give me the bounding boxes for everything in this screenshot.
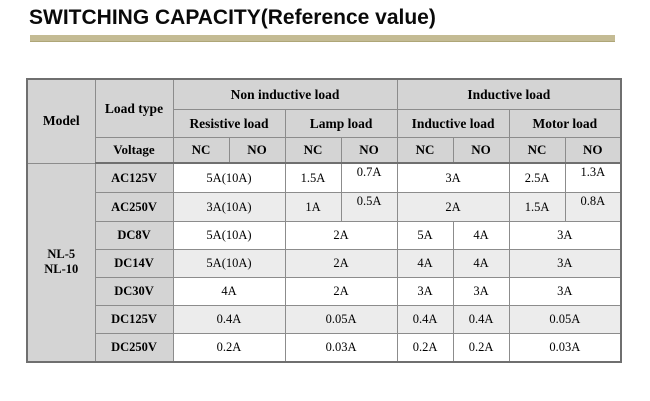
table-row-dc8v: DC8V 5A(10A) 2A 5A 4A 3A: [27, 221, 622, 250]
value-cell: 0.2A: [452, 333, 510, 363]
voltage-label: DC250V: [94, 333, 174, 363]
page-title: SWITCHING CAPACITY(Reference value): [29, 6, 436, 29]
value-cell: 0.05A: [508, 305, 622, 334]
voltage-label: AC250V: [94, 192, 174, 222]
value-cell: 4A: [396, 249, 454, 278]
value-cell: 5A(10A): [172, 249, 286, 278]
switching-capacity-table: Model Load type Non inductive load Induc…: [26, 78, 623, 363]
value-cell: 1.5A: [284, 162, 342, 193]
header-group-non-inductive-load: Non inductive load: [172, 78, 398, 110]
value-cell: 2A: [284, 221, 398, 250]
voltage-label: DC30V: [94, 277, 174, 306]
voltage-label: AC125V: [94, 162, 174, 193]
header-no: NO: [564, 137, 622, 164]
value-cell: 5A(10A): [172, 221, 286, 250]
model-line: NL-5: [47, 246, 76, 261]
value-cell: 0.2A: [396, 333, 454, 363]
header-row-subgroups: Resistive load Lamp load Inductive load …: [27, 109, 622, 138]
value-cell: 0.5A: [340, 192, 398, 222]
value-cell: 0.4A: [172, 305, 286, 334]
table-row-dc250v: DC250V 0.2A 0.03A 0.2A 0.2A 0.03A: [27, 333, 622, 363]
header-lamp-load: Lamp load: [284, 109, 398, 138]
table-row-ac125v: NL-5 NL-10 AC125V 5A(10A) 1.5A 0.7A 3A 2…: [26, 162, 622, 363]
value-cell: 3A: [396, 162, 510, 193]
header-model: Model: [26, 78, 96, 164]
value-cell: 4A: [172, 277, 286, 306]
table-row-ac250v: AC250V 3A(10A) 1A 0.5A 2A 1.5A 0.8A: [27, 192, 622, 222]
table-row-dc125v: DC125V 0.4A 0.05A 0.4A 0.4A 0.05A: [27, 305, 622, 334]
value-cell: 3A: [508, 249, 622, 278]
header-no: NO: [228, 137, 286, 164]
value-cell: 1.3A: [564, 162, 622, 193]
header-group-inductive-load: Inductive load: [396, 78, 622, 110]
header-resistive-load: Resistive load: [172, 109, 286, 138]
header-row-ncno: Voltage NC NO NC NO NC NO NC NO: [27, 137, 622, 164]
value-cell: 3A: [396, 277, 454, 306]
value-cell: 4A: [452, 249, 510, 278]
voltage-label: DC125V: [94, 305, 174, 334]
header-motor-load: Motor load: [508, 109, 622, 138]
value-cell: 0.8A: [564, 192, 622, 222]
title-underline-bar: [30, 35, 615, 42]
header-nc: NC: [508, 137, 566, 164]
value-cell: 0.4A: [452, 305, 510, 334]
table-row-dc14v: DC14V 5A(10A) 2A 4A 4A 3A: [27, 249, 622, 278]
value-cell: 2A: [284, 277, 398, 306]
value-cell: 1A: [284, 192, 342, 222]
header-no: NO: [340, 137, 398, 164]
header-load-type: Load type: [94, 78, 174, 138]
value-cell: 0.7A: [340, 162, 398, 193]
header-nc: NC: [284, 137, 342, 164]
model-line: NL-10: [44, 262, 79, 277]
value-cell: 2A: [396, 192, 510, 222]
table-row-dc30v: DC30V 4A 2A 3A 3A 3A: [27, 277, 622, 306]
model-value-cell: NL-5 NL-10: [26, 162, 96, 363]
header-nc: NC: [396, 137, 454, 164]
value-cell: 0.03A: [508, 333, 622, 363]
value-cell: 1.5A: [508, 192, 566, 222]
header-row-groups: Model Load type Non inductive load Induc…: [26, 78, 622, 164]
value-cell: 5A(10A): [172, 162, 286, 193]
value-cell: 2.5A: [508, 162, 566, 193]
header-no: NO: [452, 137, 510, 164]
value-cell: 3A: [508, 221, 622, 250]
value-cell: 3A: [508, 277, 622, 306]
voltage-label: DC14V: [94, 249, 174, 278]
value-cell: 2A: [284, 249, 398, 278]
header-inductive-load: Inductive load: [396, 109, 510, 138]
value-cell: 3A(10A): [172, 192, 286, 222]
value-cell: 0.05A: [284, 305, 398, 334]
value-cell: 4A: [452, 221, 510, 250]
voltage-label: DC8V: [94, 221, 174, 250]
header-nc: NC: [172, 137, 230, 164]
value-cell: 0.2A: [172, 333, 286, 363]
value-cell: 0.03A: [284, 333, 398, 363]
value-cell: 0.4A: [396, 305, 454, 334]
value-cell: 3A: [452, 277, 510, 306]
value-cell: 5A: [396, 221, 454, 250]
header-voltage: Voltage: [94, 137, 174, 164]
